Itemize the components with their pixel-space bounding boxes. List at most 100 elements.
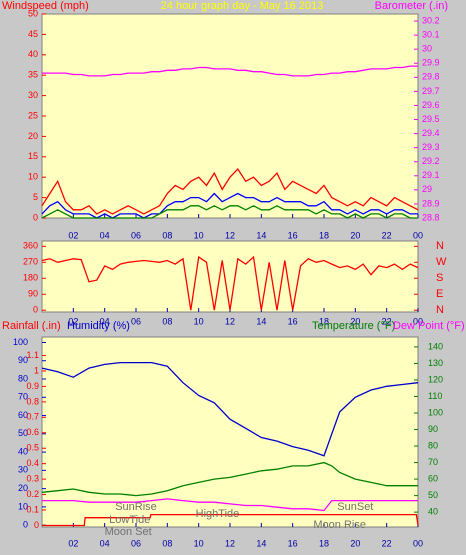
y3-tick-label: 0.9: [26, 381, 39, 391]
y2-tick-label: N: [436, 240, 444, 252]
x-tick-label: 10: [194, 230, 204, 240]
y3-tick-label: 0.2: [26, 489, 39, 499]
y-tick-label: 60: [18, 410, 28, 420]
x-tick-label: 08: [162, 316, 172, 326]
x-tick-label: 02: [68, 230, 78, 240]
y3-tick-label: 1.1: [26, 350, 39, 360]
y2-tick-label: 29.8: [422, 72, 440, 82]
y2-tick-label: S: [436, 272, 443, 284]
y-tick-label: 30: [18, 465, 28, 475]
y2-tick-label: 100: [428, 407, 443, 417]
y2-tick-label: 130: [428, 358, 443, 368]
x-tick-label: 06: [131, 538, 141, 548]
y-tick-label: 50: [18, 428, 28, 438]
x-tick-label: 22: [382, 316, 392, 326]
y2-tick-label: 70: [428, 457, 438, 467]
y2-tick-label: 110: [428, 391, 442, 401]
x-tick-label: 16: [288, 538, 298, 548]
y-tick-label: 45: [28, 29, 38, 39]
y-tick-label: 5: [33, 192, 38, 202]
y-tick-label: 0: [33, 305, 38, 315]
y2-tick-label: 40: [428, 507, 438, 517]
y-tick-label: 20: [18, 483, 28, 493]
y-tick-label: 0: [23, 520, 28, 530]
plot-area: [41, 336, 419, 528]
y-tick-label: 50: [28, 8, 38, 18]
x-tick-label: 04: [100, 538, 110, 548]
y2-tick-label: 30.1: [422, 29, 440, 39]
series-line: [42, 498, 418, 512]
y3-tick-label: 1: [34, 365, 39, 375]
x-tick-label: 12: [225, 316, 235, 326]
legend-label: Dew Point (°F): [393, 320, 465, 332]
x-tick-label: 18: [319, 538, 329, 548]
y2-tick-label: 30.2: [422, 15, 440, 25]
y2-tick-label: 140: [428, 341, 443, 351]
x-tick-label: 00: [413, 538, 423, 548]
series-line: [41, 167, 419, 215]
plot-area: [41, 240, 419, 313]
x-tick-label: 04: [100, 230, 110, 240]
y2-tick-label: 30: [422, 44, 432, 54]
x-tick-label: 08: [162, 230, 172, 240]
y2-tick-label: 29.2: [422, 156, 440, 166]
y-tick-label: 10: [28, 172, 38, 182]
y3-tick-label: 0.4: [26, 458, 39, 468]
annotation: SunRise: [115, 501, 157, 513]
y2-tick-label: 29.3: [422, 142, 440, 152]
y-tick-label: 40: [28, 49, 38, 59]
y-axis-label: Windspeed (mph): [2, 0, 89, 12]
x-tick-label: 14: [256, 230, 266, 240]
x-tick-label: 00: [413, 230, 423, 240]
y2-tick-label: 28.9: [422, 198, 440, 208]
y2-tick-label: E: [436, 288, 443, 300]
series-line: [42, 65, 418, 77]
y-tick-label: 15: [28, 151, 38, 161]
x-tick-label: 14: [256, 538, 266, 548]
plot-area: [41, 13, 419, 219]
legend-label: Temperature (°F): [312, 320, 395, 332]
x-tick-label: 20: [350, 230, 360, 240]
series-line: [41, 461, 418, 497]
x-tick-label: 18: [319, 230, 329, 240]
legend-label: Rainfall (.in): [2, 320, 61, 332]
y-tick-label: 180: [23, 273, 38, 283]
x-tick-label: 14: [256, 316, 266, 326]
x-tick-label: 20: [350, 538, 360, 548]
y2-axis-label: Barometer (.in): [375, 0, 448, 12]
y2-tick-label: 29.1: [422, 170, 440, 180]
y-tick-label: 90: [28, 289, 38, 299]
y-tick-label: 30: [28, 90, 38, 100]
y2-tick-label: 80: [428, 440, 438, 450]
y-tick-label: 80: [18, 373, 28, 383]
x-tick-label: 10: [194, 538, 204, 548]
y-tick-label: 40: [18, 446, 28, 456]
chart-title: 24 hour graph day - May 16 2013: [161, 0, 324, 12]
y3-tick-label: 0.8: [26, 396, 39, 406]
y3-tick-label: 0: [34, 520, 39, 530]
x-tick-label: 16: [288, 230, 298, 240]
x-tick-label: 22: [382, 230, 392, 240]
x-tick-label: 00: [413, 316, 423, 326]
y2-tick-label: N: [436, 304, 444, 316]
x-tick-label: 08: [162, 538, 172, 548]
y3-tick-label: 0.3: [26, 473, 39, 483]
y2-tick-label: 29.6: [422, 100, 440, 110]
y-tick-label: 360: [23, 241, 38, 251]
y2-tick-label: W: [436, 256, 447, 268]
y-tick-label: 20: [28, 131, 38, 141]
y-tick-label: 100: [13, 337, 28, 347]
y-tick-label: 10: [18, 501, 28, 511]
annotation: SunSet: [337, 501, 373, 513]
x-tick-label: 06: [131, 316, 141, 326]
x-tick-label: 12: [225, 230, 235, 240]
x-tick-label: 02: [68, 316, 78, 326]
annotation: Moon Set: [105, 526, 152, 538]
series-line: [41, 361, 419, 457]
y3-tick-label: 0.7: [26, 412, 39, 422]
series-line: [41, 192, 418, 219]
y2-tick-label: 28.8: [422, 212, 440, 222]
y3-tick-label: 0.1: [26, 504, 39, 514]
legend-label: Humidity (%): [67, 320, 130, 332]
